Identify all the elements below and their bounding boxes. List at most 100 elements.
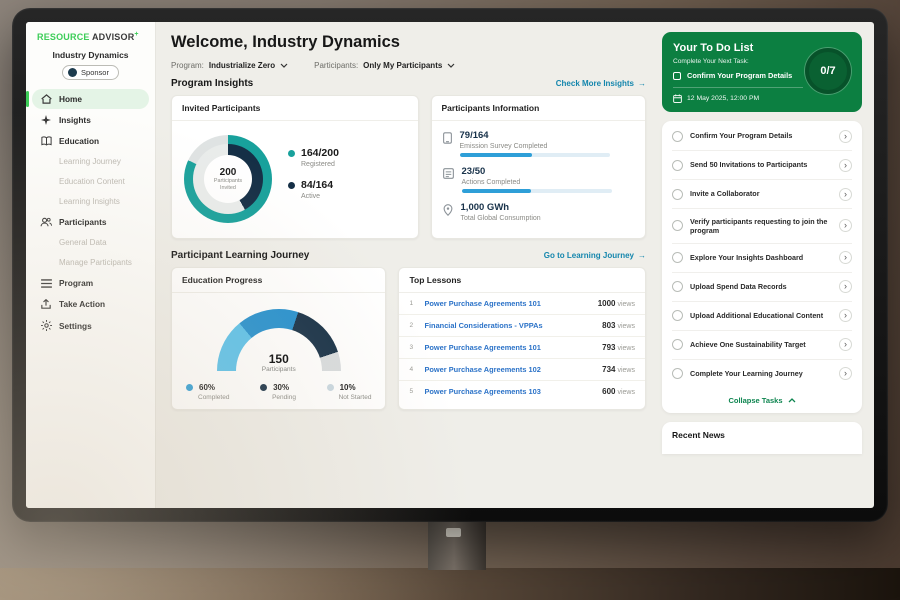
app-logo: RESOURCE ADVISOR+ bbox=[26, 31, 155, 46]
learning-journey-header: Participant Learning Journey Go to Learn… bbox=[171, 250, 646, 261]
task-row[interactable]: Upload Spend Data Records › bbox=[672, 273, 852, 302]
next-task-row[interactable]: Confirm Your Program Details bbox=[673, 71, 803, 80]
sidebar-item-education-content[interactable]: Education Content bbox=[32, 172, 149, 191]
sidebar-item-label: Learning Insights bbox=[59, 197, 120, 206]
scene-background: RESOURCE ADVISOR+ Industry Dynamics Spon… bbox=[0, 0, 900, 600]
sidebar-item-learning-insights[interactable]: Learning Insights bbox=[32, 192, 149, 211]
task-checkbox[interactable] bbox=[672, 220, 683, 231]
go-to-learning-journey-link[interactable]: Go to Learning Journey → bbox=[544, 251, 646, 260]
info-row-actions: 23/50 Actions Completed bbox=[443, 166, 634, 193]
sidebar-item-education[interactable]: Education bbox=[32, 131, 149, 151]
location-pin-icon bbox=[443, 202, 453, 225]
sidebar-item-label: Take Action bbox=[59, 299, 105, 309]
task-row[interactable]: Achieve One Sustainability Target › bbox=[672, 331, 852, 360]
chevron-right-icon[interactable]: › bbox=[839, 309, 852, 322]
lesson-link[interactable]: Power Purchase Agreements 101 bbox=[424, 299, 590, 308]
task-checkbox[interactable] bbox=[672, 160, 683, 171]
views-count: 1000 bbox=[598, 299, 616, 308]
lesson-link[interactable]: Power Purchase Agreements 101 bbox=[424, 343, 595, 352]
education-gauge-chart: 150 Participants bbox=[217, 309, 341, 373]
donut-center-label: Participants Invited bbox=[210, 178, 246, 191]
check-more-insights-link[interactable]: Check More Insights → bbox=[556, 79, 646, 88]
invited-participants-card: Invited Participants 200 Participants In… bbox=[171, 95, 419, 239]
task-row[interactable]: Complete Your Learning Journey › bbox=[672, 360, 852, 388]
lesson-link[interactable]: Financial Considerations - VPPAs bbox=[424, 321, 595, 330]
task-checkbox[interactable] bbox=[672, 252, 683, 263]
stand-cable-clip bbox=[446, 528, 461, 537]
task-checkbox[interactable] bbox=[672, 189, 683, 200]
task-label: Verify participants requesting to join t… bbox=[690, 217, 832, 236]
sidebar-item-label: Participants bbox=[59, 217, 107, 227]
chevron-right-icon[interactable]: › bbox=[839, 188, 852, 201]
sidebar-item-home[interactable]: Home bbox=[32, 89, 149, 109]
participants-value: Only My Participants bbox=[363, 61, 442, 70]
sidebar-item-manage-participants[interactable]: Manage Participants bbox=[32, 253, 149, 272]
lesson-link[interactable]: Power Purchase Agreements 102 bbox=[424, 365, 595, 374]
task-row[interactable]: Send 50 Invitations to Participants › bbox=[672, 151, 852, 180]
task-checkbox[interactable] bbox=[672, 339, 683, 350]
info-row-survey: 79/164 Emission Survey Completed bbox=[443, 130, 634, 157]
task-checkbox[interactable] bbox=[672, 368, 683, 379]
task-checkbox[interactable] bbox=[672, 281, 683, 292]
lessons-list: 1 Power Purchase Agreements 101 1000view… bbox=[399, 293, 645, 402]
chevron-right-icon[interactable]: › bbox=[839, 338, 852, 351]
learning-cards-row: Education Progress 150 Participants bbox=[171, 267, 646, 410]
chevron-right-icon[interactable]: › bbox=[839, 159, 852, 172]
card-title: Education Progress bbox=[172, 268, 385, 293]
chevron-down-icon bbox=[280, 63, 288, 68]
legend-value: 84/164 bbox=[301, 179, 333, 191]
program-select[interactable]: Program: Industrialize Zero bbox=[171, 61, 288, 70]
task-checkbox[interactable] bbox=[672, 310, 683, 321]
task-row[interactable]: Upload Additional Educational Content › bbox=[672, 302, 852, 331]
legend-label: Registered bbox=[301, 161, 339, 168]
info-label: Actions Completed bbox=[462, 179, 612, 186]
lesson-link[interactable]: Power Purchase Agreements 103 bbox=[424, 387, 595, 396]
todo-summary-card: Your To Do List Complete Your Next Task:… bbox=[662, 32, 862, 112]
views-suffix: views bbox=[617, 389, 635, 396]
chevron-right-icon[interactable]: › bbox=[839, 219, 852, 232]
todo-panel: Your To Do List Complete Your Next Task:… bbox=[658, 22, 874, 508]
chevron-right-icon[interactable]: › bbox=[839, 130, 852, 143]
sidebar-item-label: General Data bbox=[59, 238, 107, 247]
chevron-right-icon[interactable]: › bbox=[839, 367, 852, 380]
task-row[interactable]: Confirm Your Program Details › bbox=[672, 122, 852, 151]
collapse-tasks-link[interactable]: Collapse Tasks bbox=[672, 388, 852, 412]
sidebar-nav: Home Insights Education Learning Journey bbox=[26, 89, 155, 336]
task-label: Explore Your Insights Dashboard bbox=[690, 253, 832, 262]
list-icon bbox=[40, 279, 52, 288]
gauge-center-label: Participants bbox=[217, 366, 341, 373]
task-row[interactable]: Invite a Collaborator › bbox=[672, 180, 852, 209]
next-task-label: Confirm Your Program Details bbox=[687, 71, 792, 80]
checkbox-icon[interactable] bbox=[673, 72, 681, 80]
task-checkbox[interactable] bbox=[672, 131, 683, 142]
participants-label: Participants: bbox=[314, 61, 358, 70]
todo-progress-ring: 0/7 bbox=[805, 48, 851, 94]
views-suffix: views bbox=[617, 367, 635, 374]
lesson-row: 4 Power Purchase Agreements 102 734views bbox=[399, 359, 645, 381]
recent-news-title: Recent News bbox=[672, 430, 725, 440]
participants-select[interactable]: Participants: Only My Participants bbox=[314, 61, 455, 70]
sidebar-item-label: Home bbox=[59, 94, 82, 104]
task-row[interactable]: Verify participants requesting to join t… bbox=[672, 209, 852, 244]
task-row[interactable]: Explore Your Insights Dashboard › bbox=[672, 244, 852, 273]
sidebar-item-participants[interactable]: Participants bbox=[32, 212, 149, 232]
chevron-right-icon[interactable]: › bbox=[839, 251, 852, 264]
task-label: Upload Additional Educational Content bbox=[690, 311, 832, 320]
legend-dot bbox=[288, 150, 295, 157]
task-label: Send 50 Invitations to Participants bbox=[690, 160, 832, 169]
chevron-right-icon[interactable]: › bbox=[839, 280, 852, 293]
sidebar-item-program[interactable]: Program bbox=[32, 273, 149, 293]
card-title: Invited Participants bbox=[172, 96, 418, 121]
task-list-card: Confirm Your Program Details › Send 50 I… bbox=[662, 121, 862, 413]
link-label: Go to Learning Journey bbox=[544, 251, 634, 260]
collapse-label: Collapse Tasks bbox=[728, 396, 782, 405]
sidebar-item-insights[interactable]: Insights bbox=[32, 110, 149, 130]
sidebar-item-general-data[interactable]: General Data bbox=[32, 233, 149, 252]
info-label: Total Global Consumption bbox=[461, 215, 541, 222]
info-value: 23/50 bbox=[462, 166, 612, 177]
people-icon bbox=[40, 217, 52, 227]
sidebar-item-take-action[interactable]: Take Action bbox=[32, 294, 149, 314]
sidebar-item-learning-journey[interactable]: Learning Journey bbox=[32, 152, 149, 171]
views-count: 803 bbox=[602, 321, 615, 330]
sidebar-item-settings[interactable]: Settings bbox=[32, 315, 149, 336]
